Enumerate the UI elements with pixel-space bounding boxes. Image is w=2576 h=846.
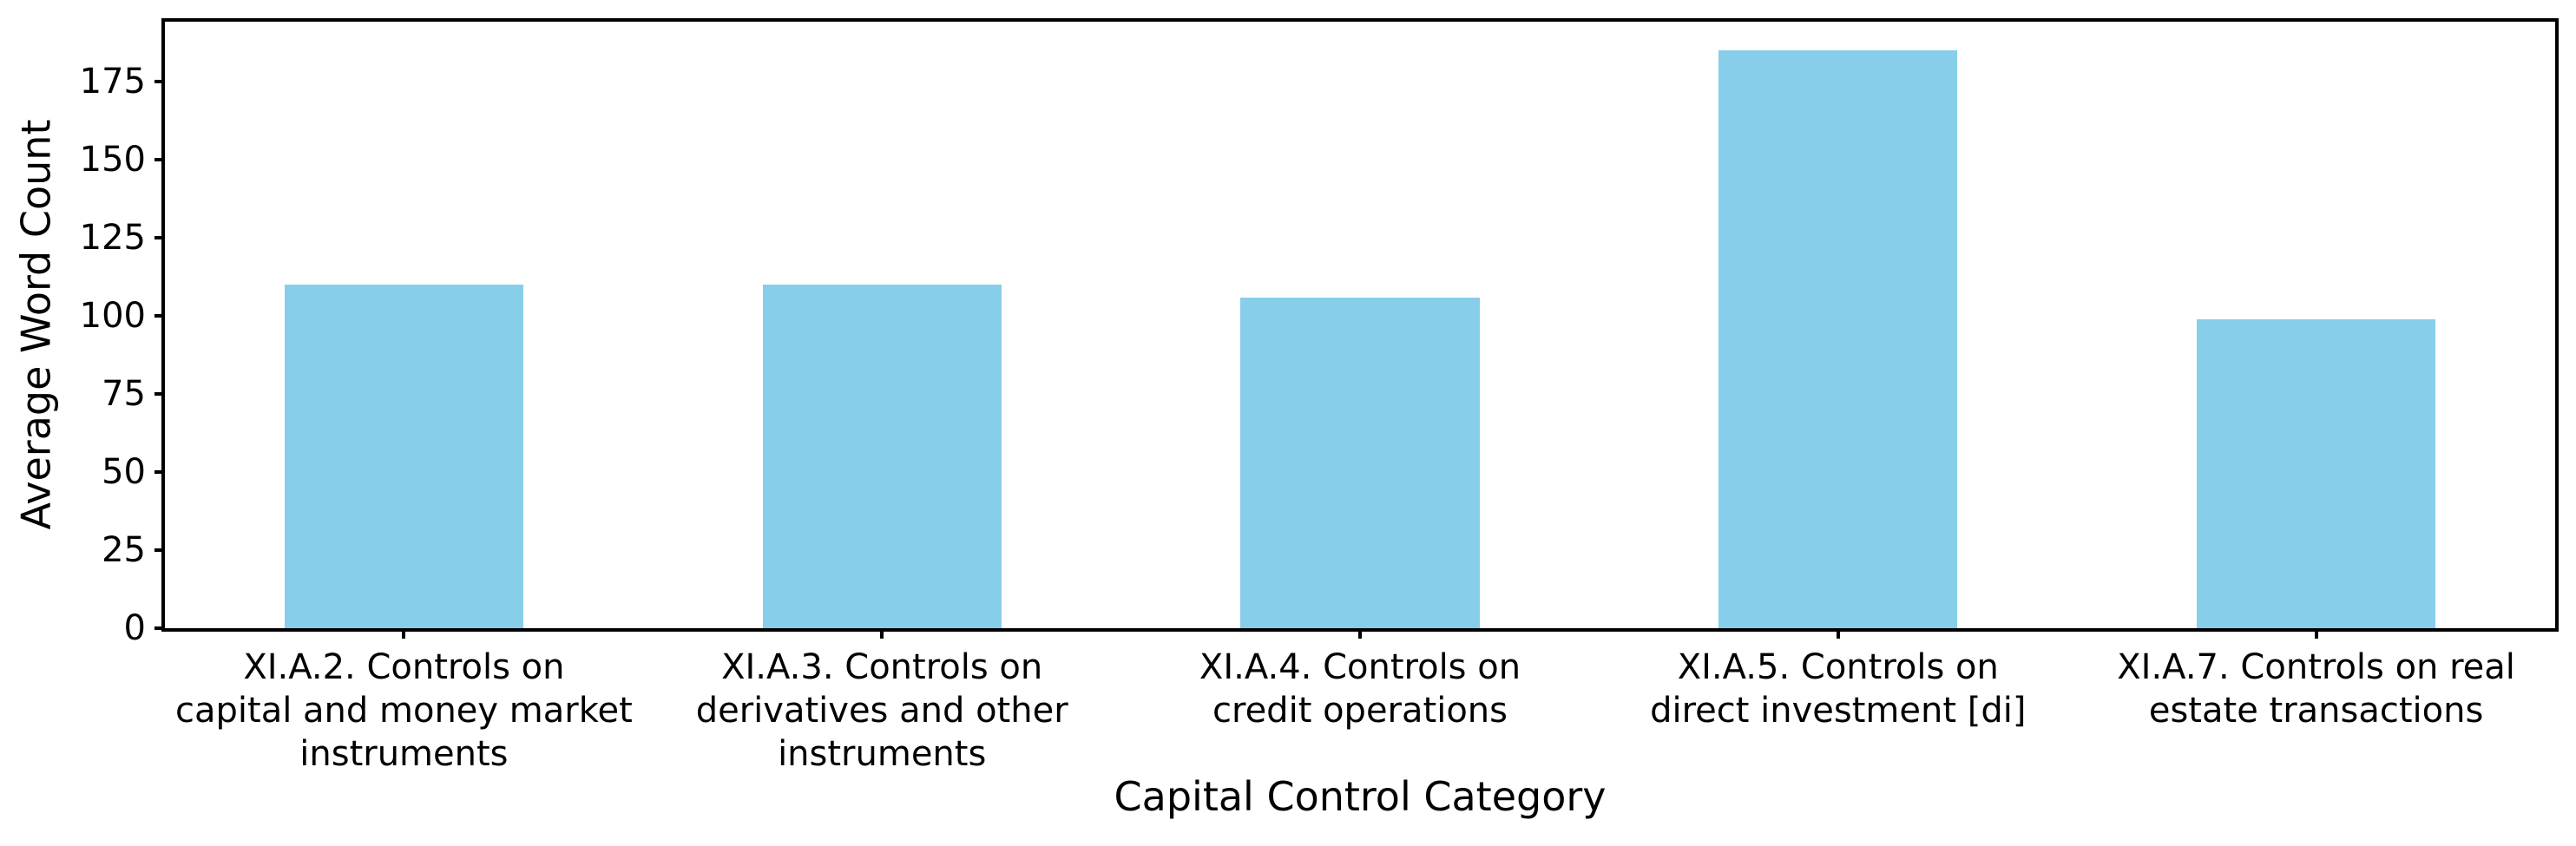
y-tick: [154, 314, 165, 318]
bar-1: [284, 285, 524, 628]
bars-layer: [165, 22, 2555, 628]
x-tick-label: XI.A.4. Controls on credit operations: [1199, 647, 1521, 731]
y-tick: [154, 236, 165, 240]
x-tick: [1358, 628, 1362, 639]
x-tick-label: XI.A.7. Controls on real estate transact…: [2117, 647, 2515, 731]
bar-2: [762, 285, 1002, 628]
y-tick-label: 175: [79, 62, 146, 102]
y-tick-label: 125: [79, 218, 146, 259]
y-tick-label: 50: [102, 452, 146, 493]
bar-4: [1718, 50, 1958, 628]
x-tick-label: XI.A.3. Controls on derivatives and othe…: [695, 647, 1068, 774]
x-tick: [402, 628, 406, 639]
y-tick: [154, 80, 165, 84]
y-tick-label: 0: [123, 608, 146, 648]
bar-5: [2196, 318, 2436, 628]
x-tick-label: XI.A.2. Controls on capital and money ma…: [175, 647, 633, 774]
x-tick: [880, 628, 884, 639]
y-tick-label: 25: [102, 530, 146, 571]
y-tick: [154, 158, 165, 162]
x-tick: [1836, 628, 1840, 639]
y-tick: [154, 392, 165, 397]
y-tick-label: 150: [79, 140, 146, 180]
bar-3: [1240, 297, 1480, 628]
y-tick: [154, 626, 165, 630]
y-tick-label: 75: [102, 374, 146, 415]
x-axis-label: Capital Control Category: [1114, 773, 1607, 820]
x-tick: [2314, 628, 2318, 639]
y-tick: [154, 548, 165, 553]
x-tick-label: XI.A.5. Controls on direct investment [d…: [1650, 647, 2027, 731]
y-tick-label: 100: [79, 296, 146, 337]
y-tick: [154, 470, 165, 475]
